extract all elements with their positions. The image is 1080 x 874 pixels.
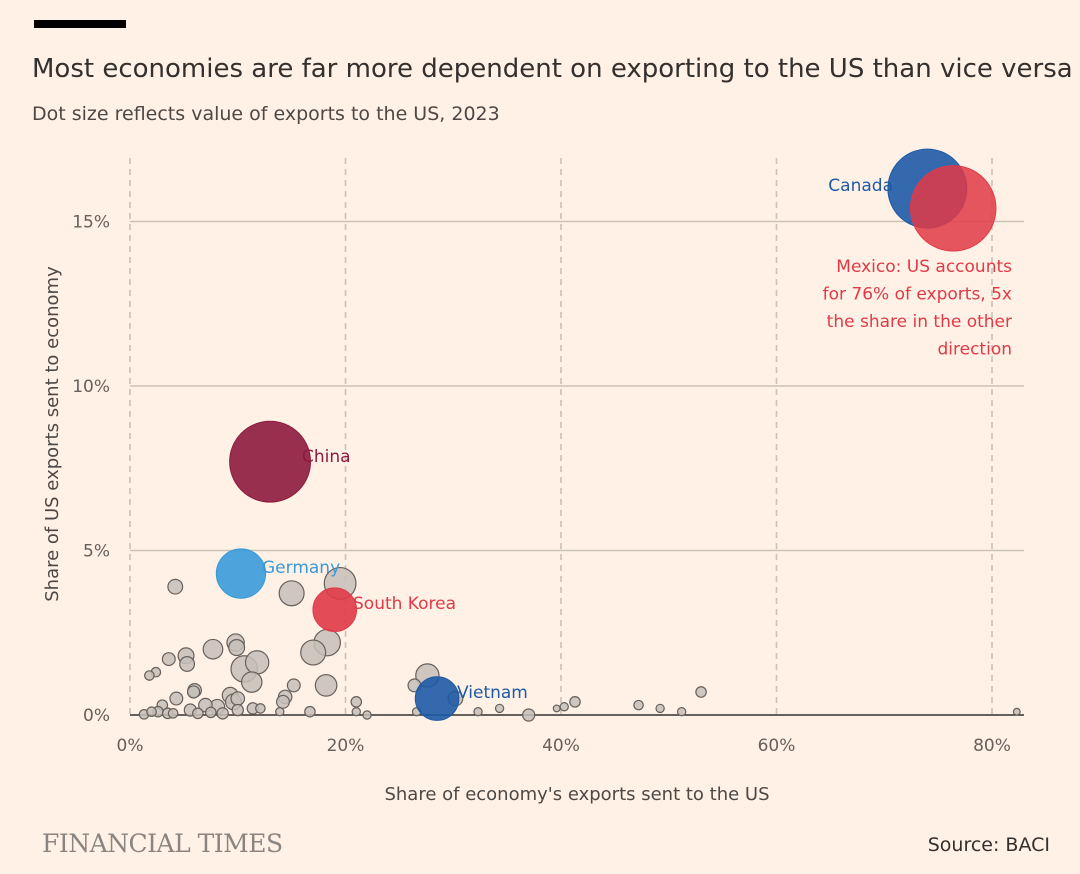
scatter-point (276, 694, 290, 709)
scatter-point (286, 678, 301, 693)
scatter-point (1012, 707, 1021, 716)
labels: Canada China Germany South Korea Vietnam Mexi… (262, 176, 1012, 703)
x-axis-label: Share of economy's exports sent to the U… (384, 784, 769, 805)
scatter-point (676, 706, 687, 717)
y-tick-label: 5% (83, 542, 110, 562)
scatter-point (695, 686, 707, 698)
scatter-point (304, 705, 316, 718)
scatter-point (362, 710, 372, 720)
scatter-point (167, 708, 179, 719)
scatter-point (179, 656, 196, 672)
scatter-point-mexico (909, 165, 997, 252)
scatter-point (146, 706, 157, 718)
point-label-south-korea: South Korea (353, 594, 456, 614)
scatter-point (300, 639, 327, 666)
scatter-point (205, 706, 217, 719)
scatter-point-vietnam (414, 676, 460, 721)
x-tick-label: 80% (973, 736, 1011, 756)
mexico-annotation-line: the share in the other (827, 312, 1012, 332)
scatter-point (473, 706, 483, 717)
point-label-canada: Canada (828, 176, 893, 196)
scatter-point (569, 696, 581, 708)
mexico-annotation-line: for 76% of exports, 5x (823, 285, 1012, 305)
y-tick-label: 0% (83, 706, 110, 726)
scatter-point (633, 699, 644, 711)
dots (138, 148, 1021, 722)
ft-logo: FINANCIAL TIMES (42, 829, 283, 858)
x-tick-label: 0% (117, 736, 144, 756)
scatter-point-germany (215, 548, 267, 599)
mexico-annotation-line: Mexico: US accounts (836, 257, 1012, 277)
source-note: Source: BACI (927, 834, 1050, 856)
scatter-point (231, 703, 244, 717)
scatter-point (167, 578, 184, 595)
scatter-point (186, 685, 201, 699)
y-tick-label: 15% (72, 213, 110, 233)
y-tick-label: 10% (72, 377, 110, 397)
y-axis-label: Share of US exports sent to economy (42, 266, 63, 602)
point-label-china: China (302, 447, 351, 467)
scatter-point (161, 652, 176, 667)
scatter-point (169, 691, 184, 706)
scatter-point (351, 706, 361, 717)
scatter-point (230, 691, 246, 706)
chart-title: Most economies are far more dependent on… (32, 54, 1073, 84)
scatter-point (494, 703, 505, 714)
scatter-point (278, 580, 305, 607)
scatter-point (552, 704, 561, 713)
scatter-point (314, 674, 338, 697)
scatter-point (202, 638, 224, 660)
ft-top-bar (34, 20, 126, 28)
scatter-point (522, 708, 536, 722)
scatter-point (144, 670, 155, 681)
grid: 0% 20% 40% 60% 80% 0% 5% 10% 15% (72, 158, 1024, 756)
x-tick-label: 20% (327, 736, 365, 756)
scatter-point (192, 707, 204, 720)
chart-subtitle: Dot size reflects value of exports to th… (32, 103, 500, 125)
scatter-point (255, 703, 266, 714)
scatter-point (240, 671, 263, 693)
mexico-annotation-line: direction (938, 340, 1013, 360)
scatter-point (275, 706, 285, 717)
scatter-point (655, 703, 665, 714)
scatter-point (216, 707, 229, 720)
x-tick-label: 60% (758, 736, 796, 756)
scatter-point (228, 639, 246, 657)
scatter-point-south-korea (312, 587, 358, 633)
scatter-point (350, 696, 363, 708)
point-label-vietnam: Vietnam (457, 683, 528, 703)
scatter-point (559, 702, 569, 712)
scatter-point-china (229, 420, 312, 503)
scatter-point (244, 650, 270, 675)
x-tick-label: 40% (542, 736, 580, 756)
point-label-germany: Germany (262, 558, 340, 578)
